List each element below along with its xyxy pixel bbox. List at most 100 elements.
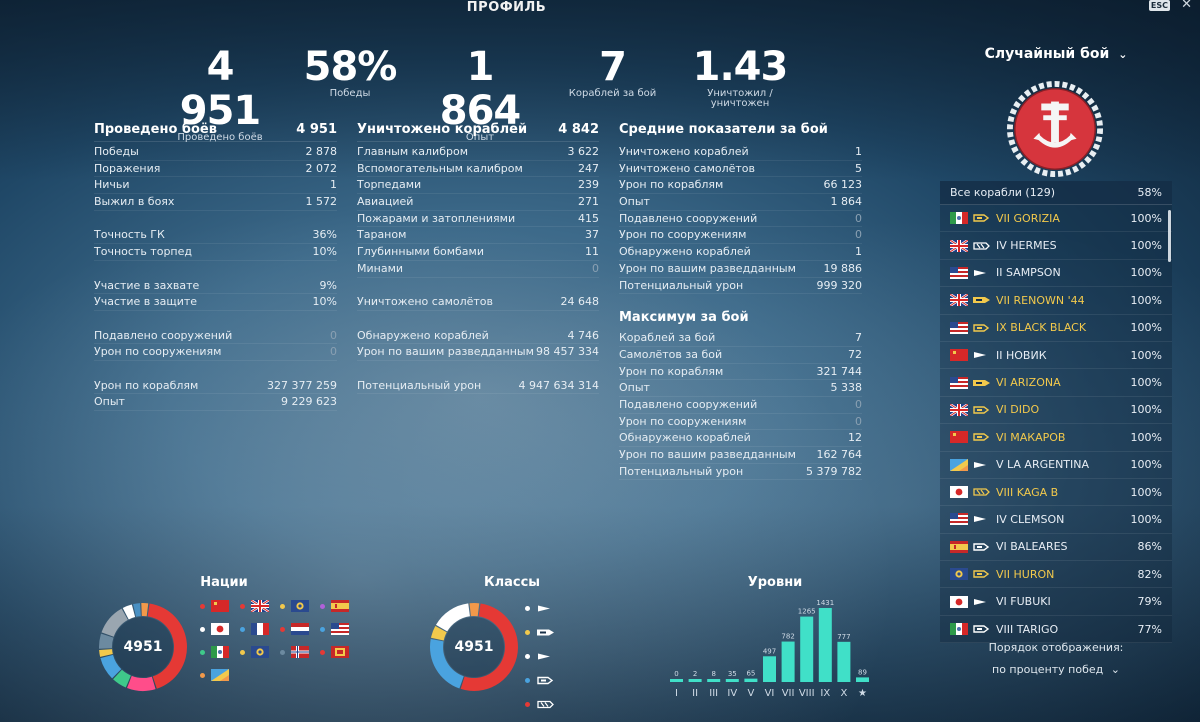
class-legend-item[interactable] — [525, 602, 556, 615]
donut-slice[interactable] — [460, 603, 519, 691]
stat-row: Участие в защите 10% — [94, 294, 337, 311]
battles-rows: Победы 2 878 Поражения 2 072 Ничьи 1 Выжил в б… — [94, 144, 337, 411]
nation-legend-item[interactable] — [200, 623, 240, 635]
stat-label: Урон по кораблям — [619, 178, 724, 192]
nation-legend-item[interactable] — [320, 646, 360, 658]
destroyer-class-icon — [974, 352, 986, 359]
ship-row[interactable]: VII GORIZIA 100% — [940, 205, 1172, 233]
spain-flag-icon — [950, 540, 968, 553]
average-header: Средние показатели за бой — [619, 120, 862, 142]
donut-slice[interactable] — [99, 633, 114, 649]
legend-dot — [200, 649, 205, 655]
donut-slice[interactable] — [113, 669, 131, 688]
nations-donut-chart[interactable] — [94, 598, 192, 696]
ship-name: VI ARIZONA — [996, 376, 1061, 390]
battle-type-dropdown[interactable]: Случайный бой ⌄ — [940, 46, 1172, 62]
stat-value: 11 — [585, 245, 599, 259]
ship-row[interactable]: VI BALEARES 86% — [940, 533, 1172, 562]
class-legend-item[interactable] — [525, 650, 556, 663]
donut-slice[interactable] — [435, 603, 470, 632]
stat-row: Уничтожено самолётов 5 — [619, 161, 862, 178]
stat-label: Опыт — [94, 395, 125, 409]
battleship-class-icon — [537, 629, 554, 636]
classes-donut-chart[interactable] — [425, 598, 523, 696]
usa-flag-icon — [950, 513, 968, 526]
ship-row[interactable]: IX BLACK BLACK 100% — [940, 314, 1172, 342]
donut-slice[interactable] — [122, 604, 136, 620]
ship-winrate: 100% — [1130, 293, 1162, 307]
ship-row[interactable]: VI FUBUKI 79% — [940, 588, 1172, 616]
stat-value: 2 072 — [305, 161, 338, 175]
nation-legend-item[interactable] — [240, 623, 280, 635]
nation-legend-item[interactable] — [240, 600, 280, 612]
kpi-ships-per-battle: 7 Кораблей за бой — [565, 45, 660, 99]
stat-value: 327 377 259 — [267, 378, 337, 392]
tier-category-label: X — [840, 688, 847, 699]
battle-type-label: Случайный бой — [984, 46, 1110, 62]
ship-row[interactable]: VIII KAGA B 100% — [940, 478, 1172, 507]
close-icon[interactable]: ✕ — [1181, 0, 1192, 12]
stat-row: Обнаружено кораблей 1 — [619, 244, 862, 261]
ship-row[interactable]: VII RENOWN '44 100% — [940, 287, 1172, 315]
ship-row[interactable]: II SAMPSON 100% — [940, 259, 1172, 288]
legend-dot — [525, 606, 530, 611]
legend-dot — [240, 626, 245, 632]
ship-row[interactable]: V LA ARGENTINA 100% — [940, 451, 1172, 479]
nation-legend-item[interactable] — [280, 646, 320, 658]
donut-slice[interactable] — [101, 608, 128, 637]
stat-label: Участие в защите — [94, 295, 198, 309]
donut-slice[interactable] — [100, 654, 122, 679]
ship-name: VI FUBUKI — [996, 595, 1051, 609]
destroyer-class-icon — [538, 653, 550, 660]
kpi-value: 1 864 — [439, 44, 522, 134]
nation-legend-item[interactable] — [200, 646, 240, 658]
stat-value: 1 — [330, 178, 337, 192]
legend-dot — [525, 702, 530, 707]
donut-slice[interactable] — [133, 603, 141, 617]
nation-legend-item[interactable] — [320, 600, 360, 612]
donut-slice[interactable] — [127, 675, 156, 691]
row-spacer — [94, 361, 337, 378]
esc-hint[interactable]: ESC — [1148, 0, 1170, 11]
nation-legend-item[interactable] — [240, 646, 280, 658]
average-column: Средние показатели за бой Уничтожено кор… — [619, 120, 862, 481]
donut-slice[interactable] — [147, 603, 187, 689]
ship-row[interactable]: VI ARIZONA 100% — [940, 369, 1172, 397]
ship-row[interactable]: VI DIDO 100% — [940, 396, 1172, 425]
tier-bar — [837, 641, 851, 682]
ship-list-scrollbar[interactable] — [1168, 210, 1171, 262]
tier-value-label: 65 — [746, 670, 755, 678]
ship-row[interactable]: IV CLEMSON 100% — [940, 506, 1172, 534]
donut-slice[interactable] — [469, 603, 480, 617]
ship-row[interactable]: VII HURON 82% — [940, 561, 1172, 589]
class-legend-item[interactable] — [525, 698, 556, 711]
donut-slice[interactable] — [141, 603, 149, 617]
nation-legend-item[interactable] — [200, 669, 240, 681]
all-ships-row[interactable]: Все корабли (129) 58% — [940, 181, 1172, 205]
class-legend-item[interactable] — [525, 626, 556, 639]
maximum-title: Максимум за бой — [619, 310, 749, 326]
class-legend-item[interactable] — [525, 674, 556, 687]
kpi-label: Проведено боёв — [177, 132, 263, 143]
sort-order-dropdown[interactable]: по проценту побед ⌄ — [940, 663, 1172, 676]
ship-row[interactable]: II НОВИК 100% — [940, 341, 1172, 370]
nation-legend-item[interactable] — [280, 600, 320, 612]
nation-legend-item[interactable] — [320, 623, 360, 635]
row-spacer — [94, 311, 337, 328]
stat-label: Точность торпед — [94, 245, 192, 259]
nation-legend-item[interactable] — [280, 623, 320, 635]
stat-value: 0 — [855, 397, 862, 411]
nation-legend-item[interactable] — [200, 600, 240, 612]
donut-slice[interactable] — [99, 649, 113, 657]
stat-row: Урон по вашим разведданным 162 764 — [619, 447, 862, 464]
ship-row[interactable]: IV HERMES 100% — [940, 232, 1172, 260]
stat-label: Урон по вашим разведданным — [619, 261, 796, 275]
italy-flag-icon — [950, 212, 968, 225]
ship-winrate: 100% — [1130, 485, 1162, 499]
stat-value: 247 — [578, 161, 599, 175]
ship-row[interactable]: VI МАКАРОВ 100% — [940, 424, 1172, 452]
ship-row[interactable]: VIII TARIGO 77% — [940, 615, 1172, 644]
ship-list[interactable]: VII GORIZIA 100% IV HERMES 100% II SAMPSON 10… — [940, 205, 1172, 661]
donut-slice[interactable] — [430, 626, 447, 641]
donut-slice[interactable] — [430, 639, 464, 689]
